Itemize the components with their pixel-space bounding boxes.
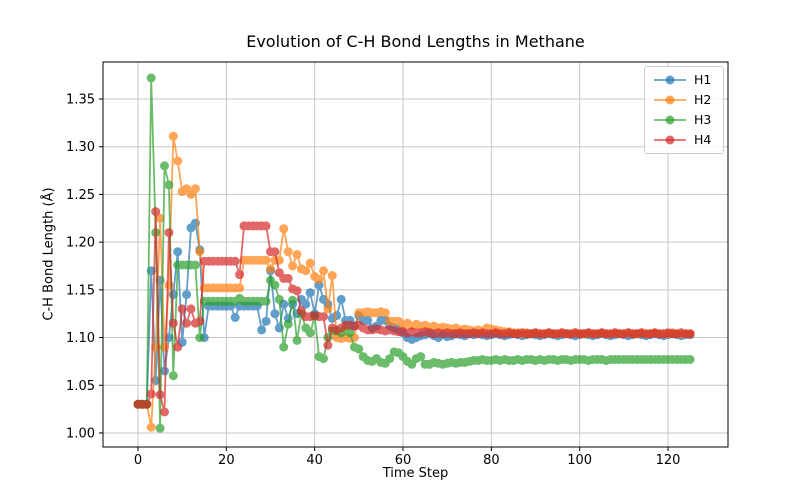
legend-item-H1: H1 [645, 70, 723, 90]
x-axis-label: Time Step [382, 466, 449, 481]
x-tick-label: 100 [567, 453, 592, 468]
legend-label-H1: H1 [694, 72, 712, 87]
y-tick-label: 1.30 [66, 140, 95, 155]
y-tick-label: 1.25 [66, 188, 95, 203]
legend: H1 H2 H3 H4 [644, 66, 724, 154]
series-H3 [133, 73, 695, 433]
legend-marker-H3 [654, 115, 686, 125]
legend-label-H4: H4 [694, 132, 712, 147]
legend-marker-H1 [654, 75, 686, 85]
y-tick-label: 1.35 [66, 93, 95, 108]
y-tick-label: 1.05 [66, 379, 95, 394]
y-tick-label: 1.15 [66, 283, 95, 298]
series-H2 [133, 131, 695, 432]
legend-item-H3: H3 [645, 110, 723, 130]
legend-marker-H2 [654, 95, 686, 105]
x-tick-label: 0 [134, 453, 142, 468]
legend-label-H3: H3 [694, 112, 712, 127]
x-tick-label: 120 [656, 453, 681, 468]
x-tick-label: 60 [395, 453, 412, 468]
tick-marks-and-labels: 0 20 40 60 80 100 120 1.00 1.05 1.10 1.15 1.20 1.25 1… [66, 93, 680, 468]
series-H4 [133, 207, 695, 417]
y-tick-label: 1.20 [66, 236, 95, 251]
x-tick-label: 20 [218, 453, 235, 468]
x-tick-label: 40 [306, 453, 323, 468]
x-tick-label: 80 [483, 453, 500, 468]
legend-item-H4: H4 [645, 130, 723, 150]
legend-item-H2: H2 [645, 90, 723, 110]
legend-label-H2: H2 [694, 92, 712, 107]
legend-marker-H4 [654, 135, 686, 145]
axes-spines [102, 61, 729, 448]
y-tick-label: 1.10 [66, 331, 95, 346]
chart-title: Evolution of C-H Bond Lengths in Methane [246, 32, 585, 51]
series-H1 [133, 218, 695, 409]
y-tick-label: 1.00 [66, 426, 95, 441]
